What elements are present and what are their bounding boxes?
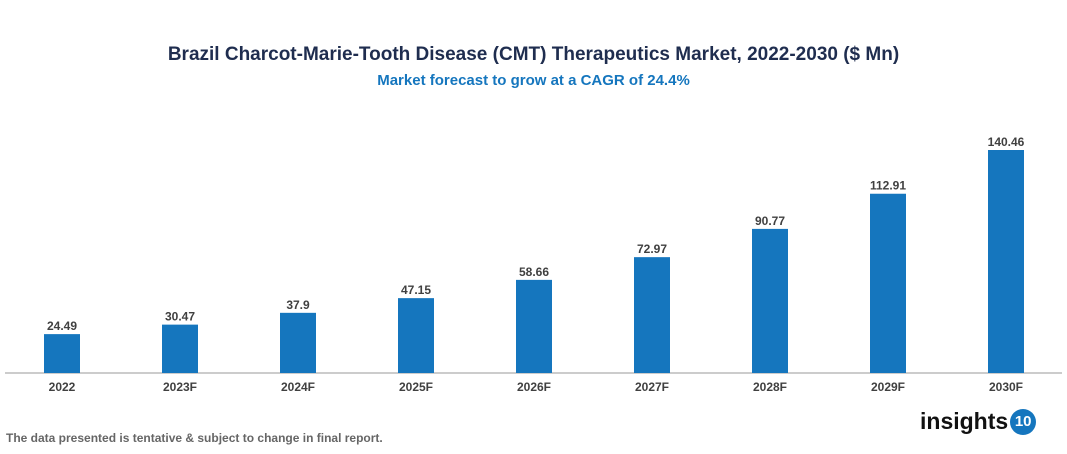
chart-subtitle: Market forecast to grow at a CAGR of 24.… [377, 72, 690, 89]
chart-title: Brazil Charcot-Marie-Tooth Disease (CMT)… [167, 44, 900, 65]
logo-text: insights [920, 408, 1009, 434]
data-label: 72.97 [637, 242, 667, 256]
data-label: 47.15 [401, 283, 431, 297]
data-label: 140.46 [988, 135, 1025, 149]
data-label: 58.66 [519, 265, 549, 279]
bar-2030F [988, 150, 1024, 373]
x-tick-label: 2027F [635, 380, 669, 394]
x-tick-label: 2022 [49, 380, 76, 394]
disclaimer: The data presented is tentative & subjec… [6, 431, 383, 445]
data-label: 30.47 [165, 310, 195, 324]
bar-2027F [634, 257, 670, 373]
bar-2023F [162, 324, 198, 373]
bar-2025F [398, 298, 434, 373]
insights10-logo: insights 10 [920, 408, 1037, 435]
x-tick-label: 2023F [163, 380, 197, 394]
data-label: 37.9 [286, 298, 310, 312]
data-label: 24.49 [47, 319, 77, 333]
bar-2028F [752, 228, 788, 373]
x-tick-label: 2024F [281, 380, 315, 394]
logo-badge: 10 [1010, 408, 1037, 435]
x-tick-label: 2028F [753, 380, 787, 394]
bar-2026F [516, 279, 552, 373]
x-tick-label: 2026F [517, 380, 551, 394]
x-tick-label: 2030F [989, 380, 1023, 394]
bar-2024F [280, 312, 316, 373]
x-tick-label: 2029F [871, 380, 905, 394]
bar-2029F [870, 193, 906, 373]
data-label: 90.77 [755, 214, 785, 228]
data-label: 112.91 [870, 179, 906, 193]
bar-2022 [44, 334, 80, 373]
x-tick-label: 2025F [399, 380, 433, 394]
